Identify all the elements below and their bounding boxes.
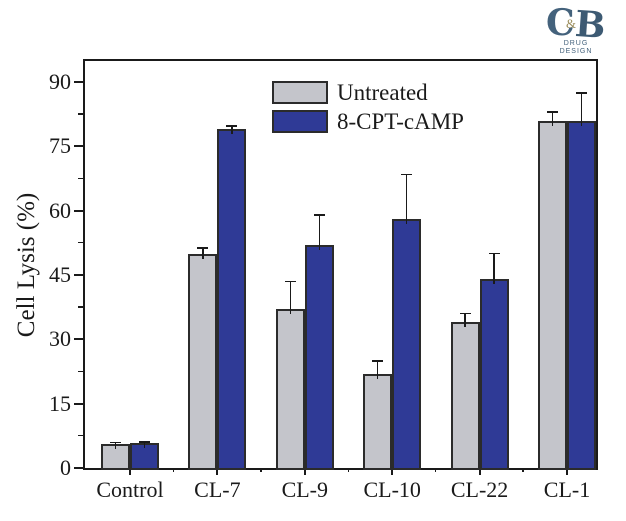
x-axis-tick-label: CL-10 <box>363 477 421 502</box>
error-bar-line <box>464 313 466 328</box>
x-axis-major-tick <box>391 468 394 475</box>
error-bar-cap <box>197 247 209 249</box>
bar-untreated-cl-22 <box>450 322 480 470</box>
error-bar-line <box>376 360 379 379</box>
bar-untreated-cl-9 <box>275 309 305 470</box>
y-axis-tick-label: 30 <box>49 326 71 352</box>
x-axis-minor-tick <box>347 468 349 472</box>
y-axis-major-tick <box>74 209 83 212</box>
x-axis-tick-label: CL-7 <box>194 477 241 502</box>
bar-8-cpt-camp-cl-9 <box>304 245 334 470</box>
y-axis-tick-label: 75 <box>49 133 71 159</box>
y-axis-minor-tick <box>78 434 83 437</box>
error-bar-cap <box>547 111 558 113</box>
y-axis-minor-tick <box>78 113 83 115</box>
x-axis-tick-label: Control <box>96 477 164 502</box>
x-axis-major-tick <box>303 468 306 475</box>
x-axis-major-tick <box>566 468 568 475</box>
error-bar-cap <box>313 214 325 216</box>
y-axis-minor-tick <box>78 241 83 244</box>
y-axis-minor-tick <box>78 306 83 308</box>
error-bar-cap <box>488 252 500 255</box>
x-axis-tick-label: CL-1 <box>543 477 591 502</box>
error-bar-cap <box>459 312 471 315</box>
error-bar-line <box>114 442 117 450</box>
bar-8-cpt-camp-cl-7 <box>217 129 247 470</box>
journal-logo: C & B DRUG DESIGN <box>544 2 608 56</box>
y-axis-minor-tick <box>78 177 83 180</box>
plot-area-border <box>83 59 598 470</box>
legend: Untreated 8-CPT-cAMP <box>272 79 464 137</box>
x-axis-minor-tick <box>260 468 262 472</box>
error-bar-line <box>202 248 204 259</box>
y-axis-major-tick <box>74 338 83 341</box>
y-axis-major-tick <box>74 274 83 277</box>
logo-text-design: DESIGN <box>559 48 593 55</box>
y-axis-tick-label: 0 <box>60 455 71 480</box>
x-axis-tick-label: CL-22 <box>450 477 509 502</box>
logo-ampersand-icon: & <box>566 16 577 31</box>
y-axis-tick-label: 45 <box>49 262 71 288</box>
y-axis-major-tick <box>74 81 83 84</box>
error-bar-line <box>493 253 495 285</box>
bar-8-cpt-camp-control <box>130 443 159 470</box>
bar-untreated-cl-10 <box>363 373 393 470</box>
x-axis-minor-tick <box>434 468 437 472</box>
y-axis-major-tick <box>74 402 83 405</box>
y-axis-minor-tick <box>78 370 83 373</box>
x-axis-major-tick <box>129 468 131 475</box>
error-bar-line <box>405 174 408 225</box>
error-bar-cap <box>110 441 121 444</box>
x-axis-minor-tick <box>522 468 524 472</box>
error-bar-line <box>580 92 583 126</box>
x-axis-minor-tick <box>172 468 175 472</box>
legend-item-8cpt-camp: 8-CPT-cAMP <box>272 108 464 134</box>
error-bar-line <box>289 281 292 315</box>
legend-label-untreated: Untreated <box>337 79 428 105</box>
error-bar-line <box>318 215 321 251</box>
x-axis-major-tick <box>216 468 219 475</box>
logo-letter-c: C <box>546 2 575 44</box>
legend-swatch-8cpt-camp <box>272 109 328 133</box>
legend-swatch-untreated <box>272 80 328 104</box>
legend-label-8cpt-camp: 8-CPT-cAMP <box>337 108 464 134</box>
y-axis-tick-label: 15 <box>49 390 71 416</box>
error-bar-line <box>551 112 554 126</box>
y-axis-tick-label: 60 <box>49 197 71 223</box>
error-bar-cap <box>401 173 413 176</box>
bar-8-cpt-camp-cl-10 <box>392 219 422 470</box>
y-axis-tick-label: 90 <box>49 69 71 95</box>
x-axis-tick-label: CL-9 <box>281 477 329 502</box>
x-axis-major-tick <box>478 468 481 475</box>
logo-text-drug: DRUG <box>563 40 589 47</box>
bar-untreated-cl-7 <box>188 253 218 470</box>
y-axis-major-tick <box>74 145 83 148</box>
error-bar-cap <box>226 125 238 127</box>
error-bar-cap <box>139 441 150 443</box>
y-axis-major-tick <box>74 467 83 469</box>
bar-8-cpt-camp-cl-22 <box>479 279 509 470</box>
error-bar-cap <box>576 92 587 94</box>
bar-8-cpt-camp-cl-1 <box>567 120 596 470</box>
error-bar-cap <box>284 280 296 283</box>
error-bar-line <box>231 125 233 135</box>
legend-item-untreated: Untreated <box>272 79 464 105</box>
error-bar-line <box>143 441 146 449</box>
error-bar-cap <box>372 360 384 362</box>
bar-untreated-cl-1 <box>538 120 567 470</box>
